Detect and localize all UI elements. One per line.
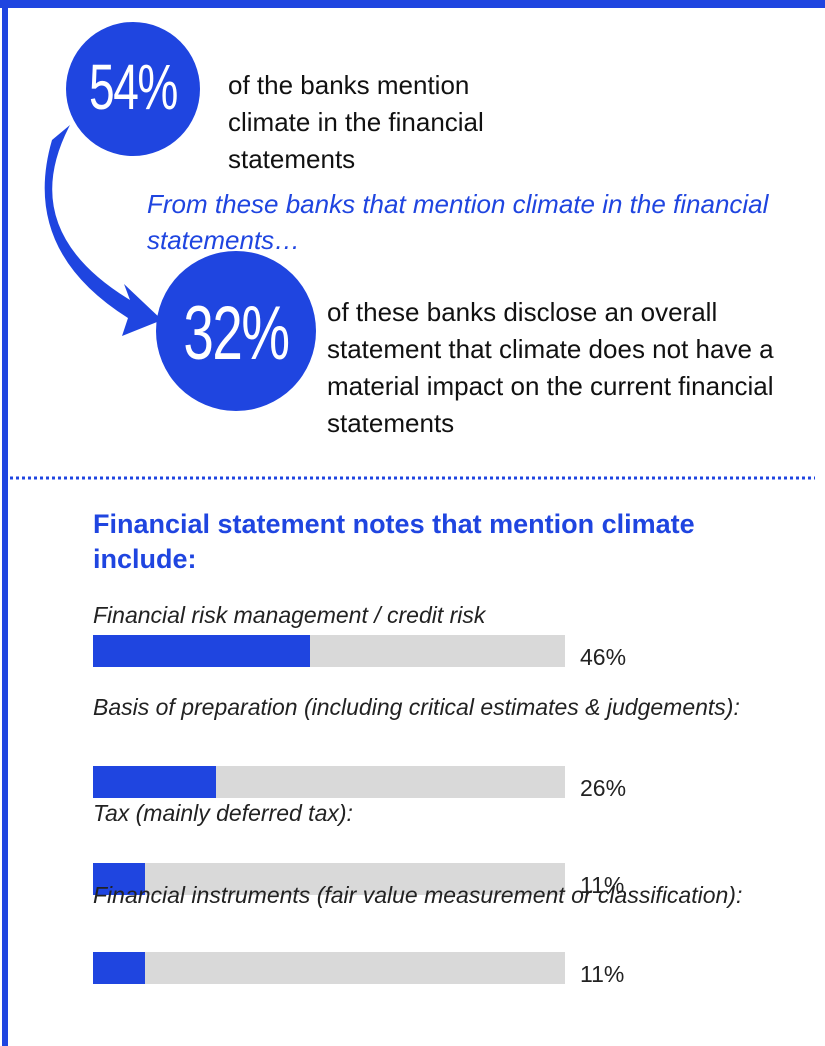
value-label: 11%: [580, 961, 625, 987]
bar-track: [93, 952, 565, 984]
chart-title: Financial statement notes that mention c…: [93, 509, 695, 574]
bar: [93, 952, 145, 984]
bar: [93, 863, 145, 895]
bar-track: [93, 863, 565, 895]
stat-figure: 54%: [89, 51, 178, 123]
bar: [93, 766, 216, 798]
value-label: 11%: [580, 872, 625, 898]
stat-figure: 32%: [183, 291, 290, 376]
category-label: Financial risk management / credit risk: [93, 602, 486, 628]
category-label: Basis of preparation (including critical…: [93, 694, 740, 720]
stat-text: of these banks disclose an overall state…: [327, 297, 774, 438]
left-border: [2, 0, 8, 1046]
transition-text: From these banks that mention climate in…: [147, 189, 769, 255]
stat-text: of the banks mention climate in the fina…: [228, 70, 484, 174]
arrow: [44, 125, 162, 336]
category-label: Financial instruments (fair value measur…: [93, 882, 743, 908]
value-label: 26%: [580, 775, 627, 801]
category-label: Tax (mainly deferred tax):: [93, 800, 353, 826]
circle: [156, 251, 316, 411]
value-label: 46%: [580, 644, 627, 670]
top-border: [0, 0, 825, 8]
circle: [66, 22, 200, 156]
bar: [93, 635, 311, 667]
